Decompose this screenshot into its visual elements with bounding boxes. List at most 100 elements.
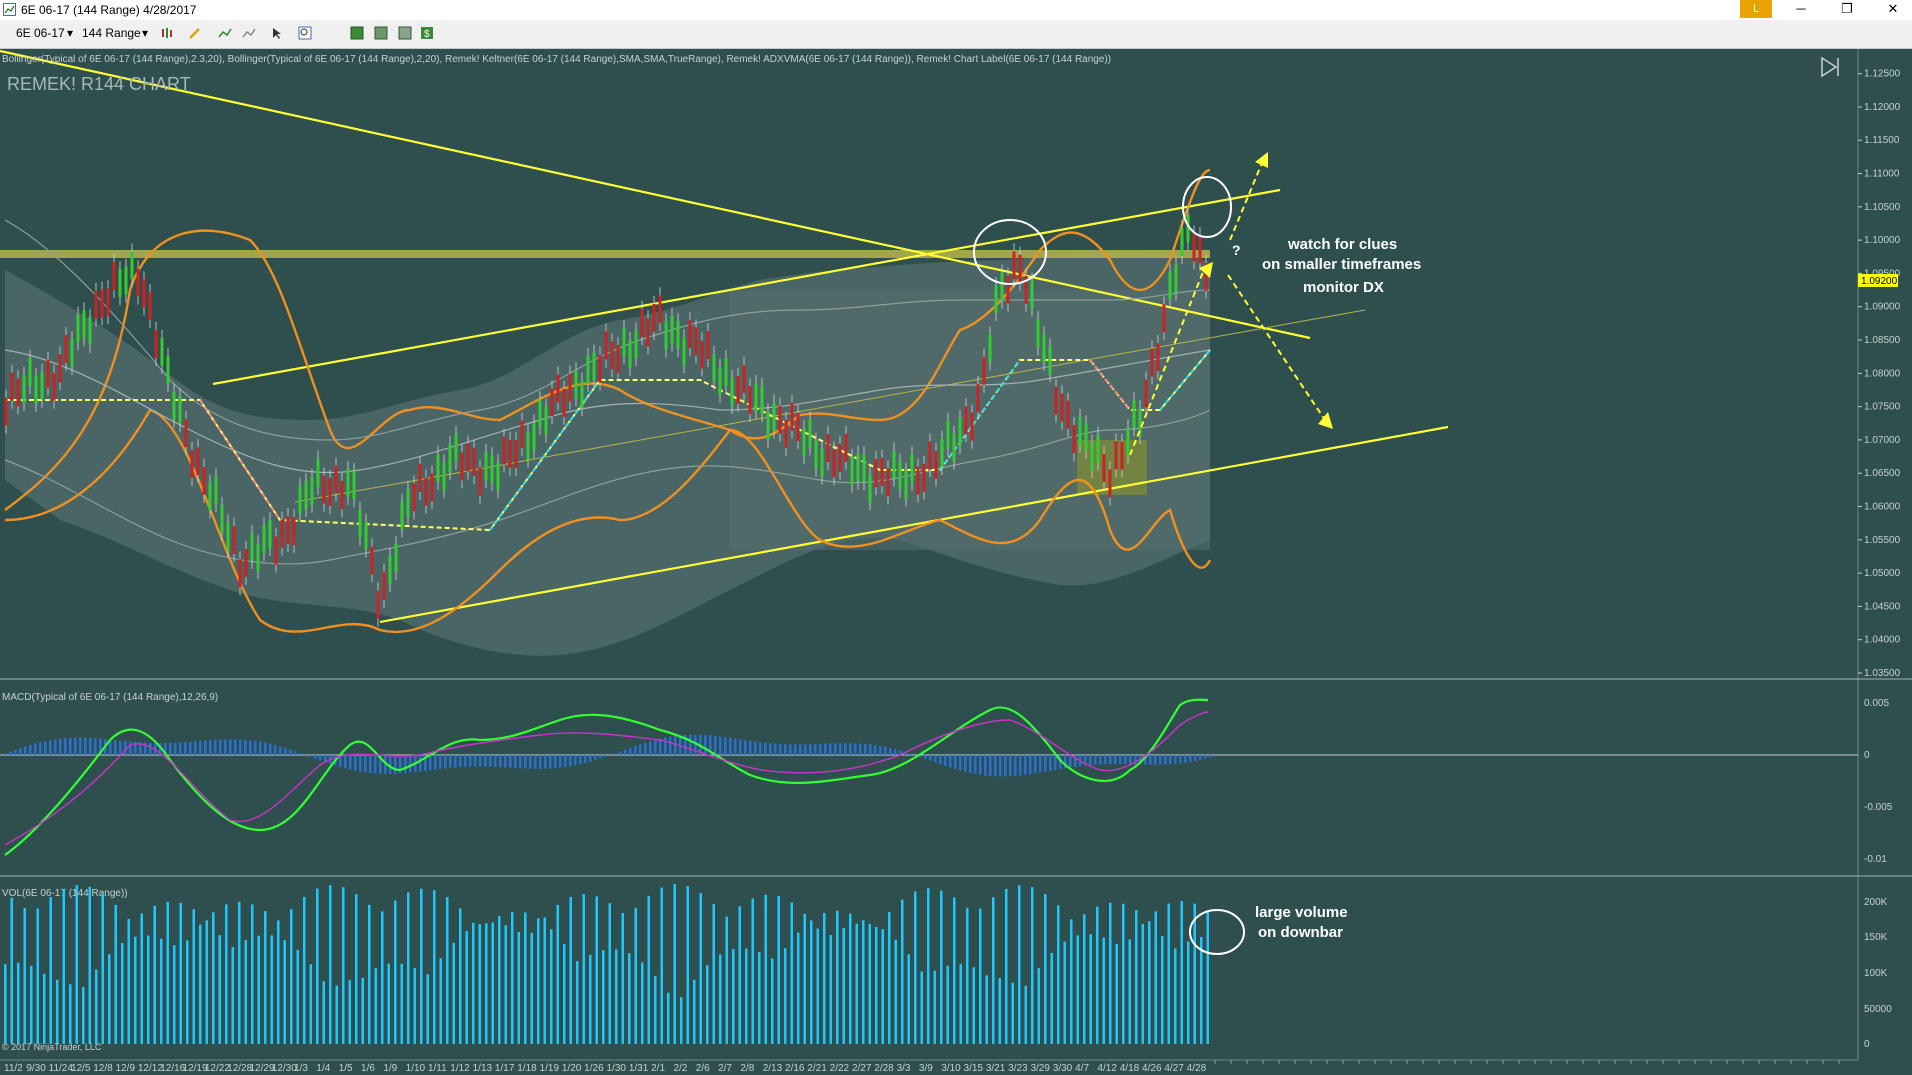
volume-bar — [361, 977, 364, 1044]
macd-hist-bar — [864, 743, 867, 755]
cursor-icon[interactable] — [270, 26, 284, 40]
volume-bar — [972, 967, 975, 1044]
macd-hist-bar — [479, 755, 482, 767]
candle-body — [1072, 425, 1076, 454]
candle-body — [724, 357, 728, 386]
time-tick-label: 12/8 — [93, 1063, 113, 1074]
strategy-icon[interactable] — [242, 26, 256, 40]
volume-bar — [556, 904, 559, 1044]
macd-hist-bar — [724, 737, 727, 755]
dollar-icon[interactable]: $ — [420, 26, 434, 40]
annotation-question: ? — [1232, 242, 1241, 258]
candle-body — [1096, 434, 1100, 463]
bar-type-icon[interactable] — [160, 26, 174, 40]
volume-bar — [153, 905, 156, 1044]
chart-canvas[interactable]: Bollinger(Typical of 6E 06-17 (144 Range… — [0, 49, 1912, 1075]
candle-body — [814, 440, 818, 469]
instrument-selector[interactable]: 6E 06-17 — [16, 26, 65, 40]
volume-bar — [836, 910, 839, 1044]
snapshot-icon[interactable] — [398, 26, 412, 40]
time-tick-label: 3/9 — [919, 1063, 933, 1074]
close-button[interactable]: ✕ — [1887, 1, 1899, 16]
candle-body — [940, 438, 944, 467]
candle-body — [508, 439, 512, 468]
macd-hist-bar — [984, 755, 987, 776]
candle-body — [298, 485, 302, 514]
candle-body — [928, 441, 932, 470]
chart-properties-icon[interactable] — [374, 26, 388, 40]
instrument-dropdown-icon[interactable]: ▾ — [67, 26, 74, 40]
candle-body — [412, 483, 416, 512]
add-indicator-icon[interactable] — [218, 26, 232, 40]
macd-hist-bar — [99, 738, 102, 755]
candle-body — [592, 352, 596, 381]
volume-bar — [277, 920, 280, 1044]
price-axis[interactable]: 1.12500 1.12000 1.11500 1.11000 1.10500 1.100… — [1857, 49, 1901, 1060]
macd-hist-bar — [39, 742, 42, 755]
interval-selector[interactable]: 144 Range — [82, 26, 141, 40]
time-tick-label: 1/20 — [562, 1063, 582, 1074]
macd-axis[interactable]: 0.005 0 -0.005 -0.01 — [1864, 698, 1893, 865]
macd-hist-bar — [1054, 755, 1057, 770]
candle-body — [322, 475, 326, 504]
candle-body — [538, 399, 542, 428]
time-tick-label: 3/10 — [941, 1063, 961, 1074]
macd-hist-bar — [709, 735, 712, 755]
zoom-icon[interactable] — [298, 26, 312, 40]
time-tick-label: 1/5 — [339, 1063, 353, 1074]
account-badge[interactable]: L — [1740, 0, 1772, 18]
volume-bar — [322, 981, 325, 1044]
candle-body — [388, 555, 392, 584]
candle-body — [688, 320, 692, 349]
time-tick-label: 1/9 — [383, 1063, 397, 1074]
price-tick-label: 1.07500 — [1864, 402, 1901, 413]
macd-hist-bar — [214, 739, 217, 755]
candle-body — [964, 406, 968, 435]
minimize-button[interactable]: ─ — [1796, 1, 1806, 16]
candle-body — [304, 480, 308, 509]
candle-body — [1138, 408, 1142, 437]
price-tick-label: 1.06500 — [1864, 468, 1901, 479]
price-tick-label: 1.07000 — [1864, 435, 1901, 446]
macd-hist-bar — [439, 755, 442, 769]
macd-hist-bar — [1134, 755, 1137, 765]
pencil-draw-icon[interactable] — [188, 26, 202, 40]
macd-hist-bar — [204, 740, 207, 755]
candle-body — [382, 571, 386, 600]
restore-button[interactable]: ❐ — [1841, 1, 1853, 16]
macd-hist-bar — [409, 755, 412, 773]
macd-hist-bar — [1094, 755, 1097, 765]
macd-hist-bar — [549, 755, 552, 769]
macd-hist-bar — [119, 740, 122, 755]
time-tick-label: 1/12 — [450, 1063, 470, 1074]
candle-body — [1030, 280, 1034, 309]
macd-hist-bar — [474, 755, 477, 767]
candle-body — [844, 433, 848, 462]
volume-bar — [140, 913, 143, 1044]
scroll-to-end-icon[interactable] — [1821, 56, 1839, 78]
volume-bar — [810, 920, 813, 1044]
candle-body — [346, 468, 350, 497]
interval-dropdown-icon[interactable]: ▾ — [142, 26, 149, 40]
macd-hist-bar — [1204, 755, 1207, 759]
volume-bar — [608, 903, 611, 1044]
macd-hist-bar — [569, 755, 572, 767]
candle-body — [334, 465, 338, 494]
volume-bar — [108, 954, 111, 1044]
macd-hist-bar — [364, 755, 367, 773]
volume-axis[interactable]: 200K 150K 100K 50000 0 — [1864, 897, 1892, 1050]
candle-body — [1102, 454, 1106, 483]
candle-body — [580, 380, 584, 409]
macd-hist-bar — [579, 755, 582, 765]
candle-body — [1018, 254, 1022, 283]
macd-hist-bar — [949, 755, 952, 768]
macd-hist-bar — [934, 755, 937, 763]
volume-bar — [264, 911, 267, 1044]
volume-bar — [1193, 903, 1196, 1044]
data-box-icon[interactable] — [350, 26, 364, 40]
candle-body — [238, 559, 242, 588]
time-tick-label: 3/3 — [897, 1063, 911, 1074]
time-tick-label: 4/27 — [1164, 1063, 1184, 1074]
macd-hist-bar — [604, 755, 607, 757]
